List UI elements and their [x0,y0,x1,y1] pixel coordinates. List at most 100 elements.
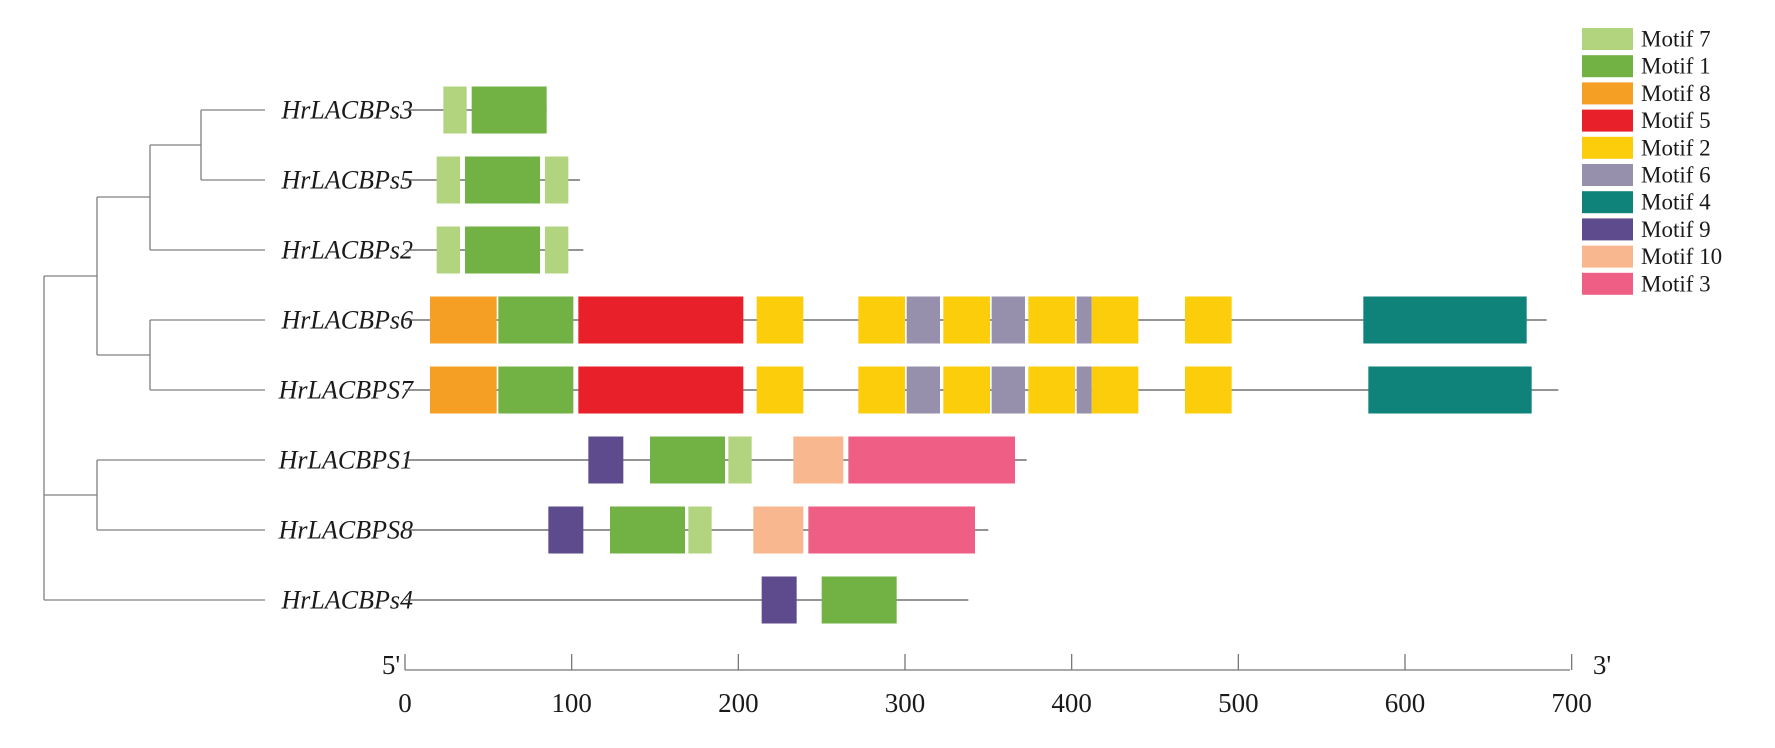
sequence-length-axis: 5' 3' 0 100 200 300 400 500 600 700 [382,650,1611,718]
gene-row [405,156,580,204]
tree-branch [200,109,265,181]
motif-box [465,156,540,204]
tree-branch [44,275,97,496]
legend-label: Motif 9 [1641,217,1711,242]
axis-tick-label: 100 [551,688,592,718]
legend-item: Motif 1 [1582,54,1711,79]
motif-box [498,296,574,344]
motif-box [1028,366,1075,414]
motif-box [1076,366,1092,414]
gene-row [405,366,1559,414]
motif-box [1185,296,1232,344]
legend-item: Motif 5 [1582,108,1711,133]
motif-box [465,226,540,274]
legend-item: Motif 8 [1582,81,1711,106]
legend-label: Motif 5 [1641,108,1711,133]
motif-box [650,436,725,484]
legend-swatch [1582,164,1633,186]
legend-label: Motif 1 [1641,54,1711,79]
legend-label: Motif 2 [1641,135,1711,160]
motif-box [588,436,624,484]
gene-labels: HrLACBPs3 HrLACBPs5 HrLACBPs2 HrLACBPs6 … [278,96,414,615]
motif-box [1076,296,1092,344]
gene-row [405,576,969,624]
legend-swatch [1582,218,1633,241]
axis-tick-label: 200 [718,688,759,718]
legend-item: Motif 7 [1582,27,1711,52]
axis-5prime-label: 5' [382,650,400,680]
gene-label: HrLACBPS1 [278,446,413,475]
axis-tick-label: 700 [1551,688,1592,718]
legend-swatch [1582,55,1633,78]
motif-box [756,296,804,344]
legend-item: Motif 3 [1582,271,1711,296]
tree-branch [43,276,265,601]
motif-box [906,366,940,414]
motif-box [991,296,1025,344]
legend-label: Motif 10 [1641,244,1722,269]
axis-3prime-label: 3' [1593,650,1611,680]
motif-box [1091,296,1139,344]
axis-tick-label: 300 [885,688,926,718]
motif-box [753,506,804,554]
motif-box [430,296,497,344]
gene-label: HrLACBPs2 [281,236,413,265]
legend-item: Motif 2 [1582,135,1711,160]
axis-tick-label: 0 [398,688,412,718]
motif-box [578,296,744,344]
motif-box [1028,296,1075,344]
motif-box [498,366,574,414]
motif-box [991,366,1025,414]
gene-label: HrLACBPS8 [278,516,413,545]
motif-box [1185,366,1232,414]
motif-box [943,366,991,414]
motif-box [761,576,797,624]
motif-box [545,156,569,204]
legend-label: Motif 3 [1641,271,1711,296]
motif-box [430,366,497,414]
motif-box [688,506,712,554]
legend-label: Motif 4 [1641,190,1711,215]
motif-box [578,366,744,414]
gene-label: HrLACBPS7 [278,376,414,405]
motif-box [1363,296,1527,344]
legend-label: Motif 7 [1641,27,1711,52]
gene-label: HrLACBPs4 [281,586,413,615]
tree-branch [96,459,265,531]
gene-label: HrLACBPs6 [281,306,413,335]
gene-label: HrLACBPs3 [281,96,413,125]
legend-swatch [1582,28,1633,50]
motif-tracks [405,86,1559,624]
motif-box [808,506,975,554]
motif-box [728,436,752,484]
motif-box [471,86,547,134]
motif-box [848,436,1015,484]
motif-box [943,296,991,344]
legend-item: Motif 10 [1582,244,1722,269]
legend-item: Motif 9 [1582,217,1711,242]
tree-branch [149,145,265,251]
legend-swatch [1582,82,1633,105]
legend-label: Motif 8 [1641,81,1711,106]
legend-swatch [1582,136,1633,159]
motif-box [821,576,897,624]
axis-tick-label: 400 [1051,688,1092,718]
phylogenetic-tree [43,109,265,601]
legend-item: Motif 6 [1582,163,1711,188]
legend-swatch [1582,191,1633,214]
motif-box [548,506,584,554]
gene-label: HrLACBPs5 [281,166,413,195]
tree-branch [96,196,150,356]
axis-tick-label: 500 [1218,688,1259,718]
motif-box [436,156,460,204]
motif-box [443,86,467,134]
motif-box [1368,366,1532,414]
gene-row [405,436,1027,484]
motif-box [858,366,905,414]
legend-swatch [1582,109,1633,132]
axis-tick-label: 600 [1385,688,1426,718]
motif-box [756,366,804,414]
motif-box [793,436,844,484]
